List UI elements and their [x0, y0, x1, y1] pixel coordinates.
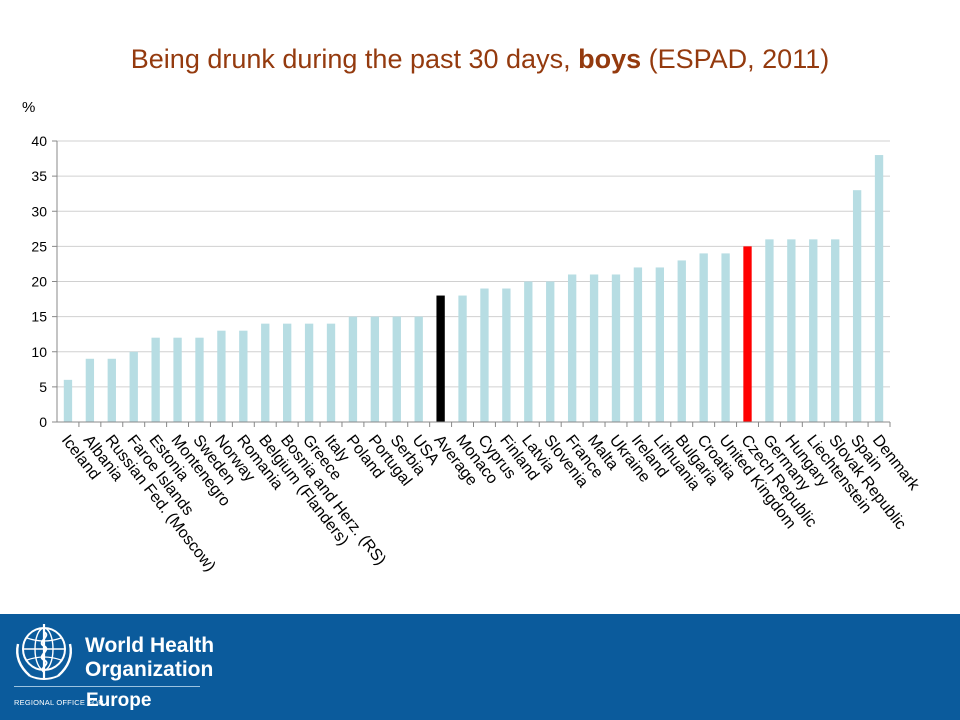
- chart-title: Being drunk during the past 30 days, boy…: [0, 44, 960, 75]
- bar: [304, 323, 314, 422]
- footer-divider: [14, 686, 200, 687]
- bar: [283, 323, 292, 422]
- y-tick-label: 40: [31, 133, 47, 149]
- bar: [611, 274, 621, 422]
- y-axis-label: %: [22, 99, 35, 116]
- bar: [633, 267, 643, 422]
- bar: [370, 316, 380, 422]
- bar: [677, 260, 686, 422]
- bar: [655, 267, 664, 422]
- bar: [524, 281, 533, 422]
- regional-office-label: REGIONAL OFFICE FOR: [14, 698, 104, 707]
- bar: [502, 288, 511, 422]
- bar: [546, 281, 555, 422]
- y-tick-label: 35: [31, 168, 47, 184]
- bar: [721, 253, 730, 422]
- bar: [326, 323, 336, 422]
- bar: [173, 337, 182, 422]
- bar: [567, 274, 577, 422]
- bar: [129, 351, 138, 422]
- bar: [458, 295, 467, 422]
- title-tail: (ESPAD, 2011): [648, 44, 830, 74]
- y-tick-label: 5: [39, 379, 47, 395]
- who-name-line1: World Health: [85, 634, 215, 657]
- region-label: Europe: [86, 690, 152, 711]
- y-tick-label: 10: [31, 344, 47, 360]
- bar: [85, 358, 95, 422]
- title-bold: boys: [578, 44, 642, 74]
- y-tick-label: 20: [31, 274, 47, 290]
- bars: [63, 155, 884, 423]
- y-tick-label: 30: [31, 203, 47, 219]
- bar: [414, 316, 423, 422]
- axes: [56, 141, 891, 427]
- bar: [831, 239, 840, 422]
- y-tick-label: 0: [39, 414, 47, 430]
- bar: [874, 155, 884, 423]
- y-tick-label: 15: [31, 309, 47, 325]
- bar: [348, 316, 358, 422]
- bar: [239, 330, 248, 422]
- who-name: World Health Organization: [85, 634, 214, 682]
- bar: [261, 323, 270, 422]
- bar: [787, 239, 796, 422]
- bar: [809, 239, 818, 422]
- bar: [480, 288, 489, 422]
- who-name-line2: Organization: [85, 658, 214, 681]
- y-tick-label: 25: [31, 238, 47, 254]
- bar: [392, 316, 401, 422]
- bar: [852, 190, 862, 422]
- bar: [217, 330, 226, 422]
- bar: [589, 274, 599, 422]
- bar: [107, 358, 116, 422]
- bar: [151, 337, 160, 422]
- bar: [195, 337, 204, 422]
- bar: [436, 295, 445, 422]
- bar: [699, 253, 708, 422]
- bar: [63, 379, 73, 422]
- who-emblem-icon: [16, 624, 72, 680]
- title-plain: Being drunk during the past 30 days,: [130, 44, 571, 74]
- footer-banner: World Health Organization REGIONAL OFFIC…: [0, 614, 960, 720]
- bar: [765, 239, 774, 422]
- bar: [743, 246, 752, 422]
- y-tick-labels: 0 5 10 15 20 25 30 35 40: [31, 133, 47, 430]
